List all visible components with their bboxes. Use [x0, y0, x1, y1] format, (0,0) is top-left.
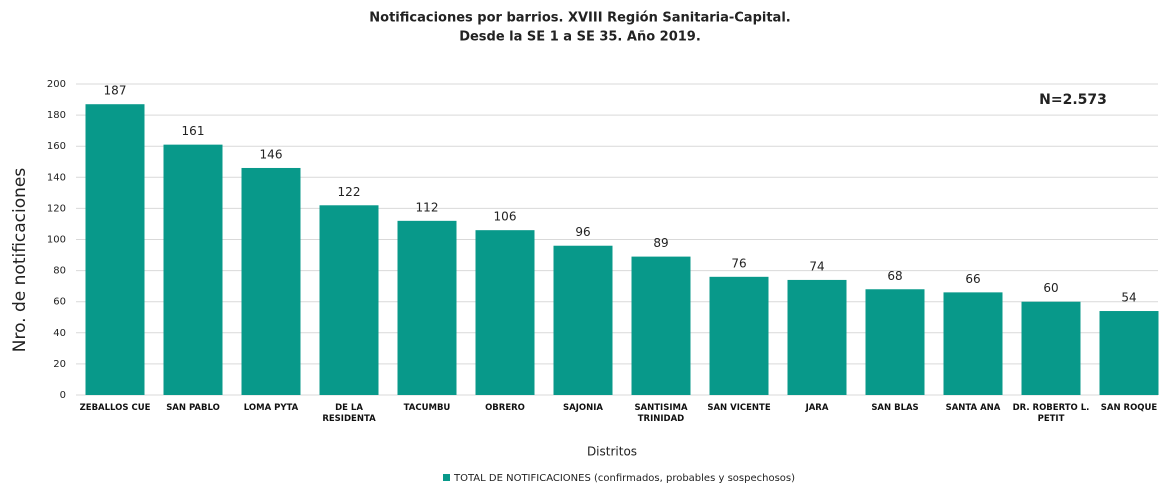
x-tick-label: SAN PABLO [166, 403, 220, 413]
bar [397, 220, 457, 395]
y-tick-label: 40 [53, 328, 66, 339]
legend-swatch [443, 474, 450, 481]
data-label: 161 [182, 124, 205, 138]
x-tick-label: SAN BLAS [871, 403, 919, 413]
data-label: 60 [1043, 281, 1058, 295]
annotation: N=2.573 [1039, 92, 1107, 108]
bar [943, 292, 1003, 395]
data-label: 122 [338, 185, 361, 199]
data-label: 106 [494, 210, 517, 224]
bar [631, 256, 691, 395]
data-label: 146 [260, 147, 283, 161]
bar [319, 205, 379, 395]
bar [1021, 301, 1081, 395]
data-label: 66 [965, 272, 980, 286]
x-tick-label: SAN ROQUE [1100, 403, 1158, 413]
x-tick-label: OBRERO [485, 403, 525, 413]
data-label: 89 [653, 236, 668, 250]
bar [709, 276, 769, 395]
data-label: 187 [104, 84, 127, 98]
x-tick-label: ZEBALLOS CUE [79, 403, 151, 413]
y-tick-label: 180 [47, 110, 66, 121]
data-label: 68 [887, 269, 902, 283]
y-tick-label: 0 [60, 390, 66, 401]
y-tick-label: 120 [47, 203, 66, 214]
data-label: 54 [1121, 291, 1136, 305]
x-tick-label: TACUMBU [403, 403, 451, 413]
bar [241, 167, 301, 395]
bar [1099, 311, 1159, 395]
data-label: 96 [575, 225, 590, 239]
y-tick-label: 140 [47, 172, 66, 183]
bar [85, 104, 145, 395]
legend-label: TOTAL DE NOTIFICACIONES (confirmados, pr… [453, 473, 795, 484]
bar [553, 245, 613, 395]
chart-title: Notificaciones por barrios. XVIII Región… [369, 11, 790, 26]
x-axis-label: Distritos [587, 445, 637, 459]
x-tick-label: SAJONIA [563, 403, 603, 413]
y-tick-label: 100 [47, 235, 66, 246]
bar [475, 230, 535, 395]
bar [163, 144, 223, 395]
y-tick-label: 80 [53, 266, 66, 277]
x-tick-label: DR. ROBERTO L. PETIT [1012, 403, 1090, 424]
x-tick-label: SAN VICENTE [707, 403, 771, 413]
chart-subtitle: Desde la SE 1 a SE 35. Año 2019. [459, 30, 701, 45]
bar [787, 279, 847, 395]
x-tick-label: SANTISIMA TRINIDAD [634, 403, 688, 424]
x-tick-label: LOMA PYTA [243, 403, 299, 413]
data-label: 76 [731, 256, 746, 270]
bar [865, 289, 925, 395]
y-tick-label: 200 [47, 79, 66, 90]
y-axis-label: Nro. de notificaciones [10, 168, 30, 353]
x-tick-label: DE LA RESIDENTA [322, 403, 376, 424]
data-label: 112 [416, 200, 439, 214]
data-label: 74 [809, 259, 824, 273]
y-tick-label: 20 [53, 359, 66, 370]
x-tick-label: JARA [805, 403, 829, 413]
y-tick-label: 160 [47, 141, 66, 152]
y-tick-label: 60 [53, 297, 66, 308]
x-tick-label: SANTA ANA [945, 403, 1001, 413]
